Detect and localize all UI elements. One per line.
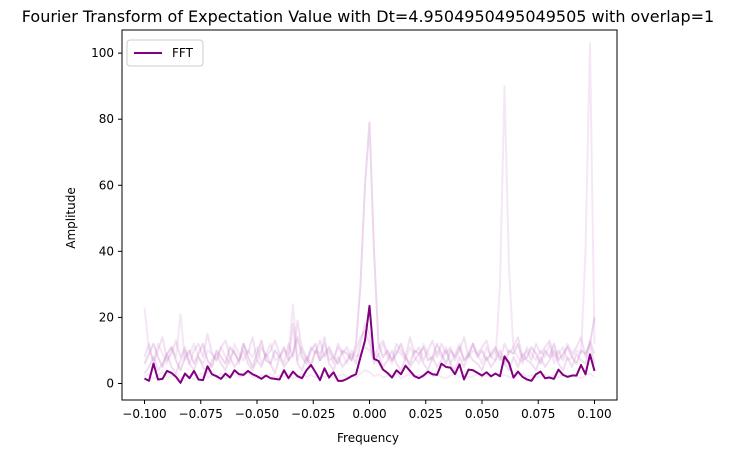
- x-axis-label: Frequency: [337, 431, 399, 445]
- y-tick-label: 80: [99, 112, 114, 126]
- series-line-fft: [144, 304, 596, 384]
- series-line-faint-4: [143, 319, 596, 365]
- x-tick-label: −0.025: [291, 407, 335, 421]
- y-tick-label: 20: [99, 310, 114, 324]
- series-line-faint-1: [143, 121, 596, 372]
- y-tick-label: 100: [91, 46, 114, 60]
- x-tick-label: 0.100: [577, 407, 611, 421]
- x-tick-label: 0.075: [521, 407, 555, 421]
- x-tick-label: −0.050: [235, 407, 279, 421]
- series-line-faint-2: [143, 42, 596, 365]
- x-tick-label: −0.100: [122, 407, 166, 421]
- legend-label: FFT: [172, 46, 194, 60]
- series-line-faint-3: [143, 323, 596, 375]
- x-tick-label: 0.025: [409, 407, 443, 421]
- x-axis-ticks: −0.100 −0.075 −0.050 −0.025 0.000 0.025 0.050 0…: [122, 400, 612, 421]
- x-tick-label: 0.000: [352, 407, 386, 421]
- y-tick-label: 0: [106, 376, 114, 390]
- y-axis-ticks: 0 20 40 60 80 100: [91, 46, 122, 390]
- y-tick-label: 40: [99, 244, 114, 258]
- legend-box: [126, 39, 204, 67]
- chart-title: Fourier Transform of Expectation Value w…: [22, 7, 714, 26]
- y-axis-label: Amplitude: [64, 187, 78, 249]
- legend: FFT: [126, 39, 204, 67]
- x-tick-label: −0.075: [179, 407, 223, 421]
- y-tick-label: 60: [99, 178, 114, 192]
- x-tick-label: 0.050: [465, 407, 499, 421]
